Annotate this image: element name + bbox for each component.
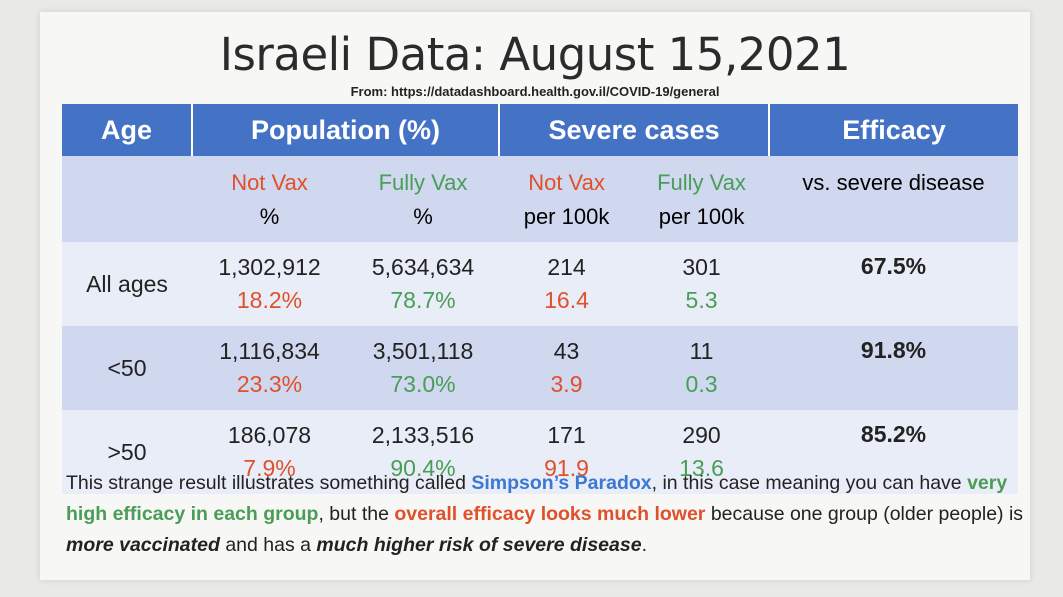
pop-not-vax-pct: 7.9% — [243, 455, 296, 481]
efficacy-cell: 67.5% — [769, 242, 1019, 326]
pop-fully-vax-cell: 3,501,118 73.0% — [347, 326, 500, 410]
footer-text: This strange result illustrates somethin… — [66, 472, 472, 494]
not-vax-label: Not Vax — [231, 170, 308, 195]
subheader-row: Not Vax % Fully Vax % Not Vax per 100k F… — [62, 156, 1019, 242]
more-vaccinated-phrase: more vaccinated — [66, 534, 220, 556]
sev-fully-vax-cell: 11 0.3 — [634, 326, 770, 410]
sev-not-vax-cell: 214 16.4 — [499, 242, 635, 326]
header-severe-cases: Severe cases — [498, 104, 770, 156]
sev-not-vax-rate: 91.9 — [544, 455, 589, 481]
table-row: >50 186,078 7.9% 2,133,516 90.4% 171 91.… — [62, 410, 1019, 494]
pct-label: % — [259, 204, 280, 229]
explanation-paragraph: This strange result illustrates somethin… — [66, 468, 1026, 561]
pct-label: % — [413, 204, 433, 229]
subheader-sev-fully-vax: Fully Vax per 100k — [634, 156, 770, 242]
pop-not-vax-cell: 186,078 7.9% — [192, 410, 347, 494]
subheader-sev-not-vax: Not Vax per 100k — [499, 156, 635, 242]
sev-fully-vax-rate: 13.6 — [679, 455, 724, 481]
sev-not-vax-cell: 43 3.9 — [499, 326, 635, 410]
sev-fully-vax-cell: 301 5.3 — [634, 242, 770, 326]
slide-title: Israeli Data: August 15,2021 — [219, 28, 851, 81]
pop-fully-vax-pct: 78.7% — [390, 287, 456, 313]
subheader-efficacy: vs. severe disease — [769, 156, 1019, 242]
pop-not-vax-count: 186,078 — [227, 422, 312, 448]
per100k-label: per 100k — [658, 204, 745, 229]
pop-fully-vax-cell: 5,634,634 78.7% — [347, 242, 500, 326]
footer-text: and has a — [219, 534, 317, 556]
header-efficacy: Efficacy — [768, 104, 1019, 156]
slide: Israeli Data: August 15,2021 From: https… — [40, 12, 1030, 580]
footer-text: , but the — [318, 503, 395, 525]
sev-not-vax-count: 171 — [547, 422, 586, 448]
pop-not-vax-cell: 1,116,834 23.3% — [192, 326, 347, 410]
simpson-paradox-term: Simpson’s Paradox — [471, 472, 652, 494]
header-age: Age — [62, 104, 192, 156]
sev-not-vax-count: 43 — [553, 338, 580, 364]
sev-not-vax-cell: 171 91.9 — [499, 410, 635, 494]
pop-fully-vax-count: 3,501,118 — [372, 338, 474, 364]
pop-fully-vax-pct: 90.4% — [390, 455, 456, 481]
sev-fully-vax-count: 301 — [682, 254, 721, 280]
subheader-pop-not-vax: Not Vax % — [192, 156, 347, 242]
high-efficacy-phrase: very high efficacy in each group — [66, 472, 1008, 525]
source-citation: From: https://datadashboard.health.gov.i… — [350, 84, 720, 99]
pop-fully-vax-cell: 2,133,516 90.4% — [347, 410, 500, 494]
age-cell: All ages — [62, 242, 192, 326]
sev-not-vax-rate: 16.4 — [544, 287, 589, 313]
pop-not-vax-pct: 18.2% — [236, 287, 303, 313]
header-population: Population (%) — [190, 104, 500, 156]
subheader-pop-fully-vax: Fully Vax % — [347, 156, 500, 242]
vs-severe-label: vs. severe disease — [802, 170, 985, 195]
pop-not-vax-count: 1,302,912 — [218, 254, 321, 280]
sev-fully-vax-rate: 0.3 — [685, 371, 718, 397]
footer-text: because one group (older people) is — [705, 503, 1024, 525]
pop-not-vax-count: 1,116,834 — [219, 338, 320, 364]
age-cell: >50 — [62, 410, 192, 494]
fully-vax-label: Fully Vax — [657, 170, 746, 195]
table-row: <50 1,116,834 23.3% 3,501,118 73.0% 43 3… — [62, 326, 1019, 410]
higher-risk-phrase: much higher risk of severe disease — [316, 534, 642, 556]
sev-fully-vax-count: 11 — [689, 338, 714, 364]
sev-fully-vax-rate: 5.3 — [685, 287, 718, 313]
footer-text: . — [641, 534, 647, 556]
header-row: Age Population (%) Severe cases Efficacy — [62, 104, 1019, 156]
pop-fully-vax-pct: 73.0% — [390, 371, 456, 397]
pop-not-vax-pct: 23.3% — [236, 371, 303, 397]
efficacy-cell: 91.8% — [769, 326, 1019, 410]
footer-text: , in this case meaning you can have — [651, 472, 968, 494]
sev-fully-vax-cell: 290 13.6 — [634, 410, 770, 494]
sev-fully-vax-count: 290 — [682, 422, 721, 448]
per100k-label: per 100k — [523, 204, 610, 229]
efficacy-cell: 85.2% — [769, 410, 1019, 494]
pop-not-vax-cell: 1,302,912 18.2% — [192, 242, 347, 326]
table-row: All ages 1,302,912 18.2% 5,634,634 78.7%… — [62, 242, 1019, 326]
subheader-empty — [62, 156, 192, 242]
overall-efficacy-phrase: overall efficacy looks much lower — [394, 503, 706, 525]
data-table: Age Population (%) Severe cases Efficacy… — [62, 104, 1019, 494]
sev-not-vax-rate: 3.9 — [550, 371, 583, 397]
fully-vax-label: Fully Vax — [378, 170, 468, 195]
pop-fully-vax-count: 2,133,516 — [371, 422, 475, 448]
age-cell: <50 — [62, 326, 192, 410]
not-vax-label: Not Vax — [528, 170, 605, 195]
pop-fully-vax-count: 5,634,634 — [371, 254, 475, 280]
sev-not-vax-count: 214 — [547, 254, 586, 280]
